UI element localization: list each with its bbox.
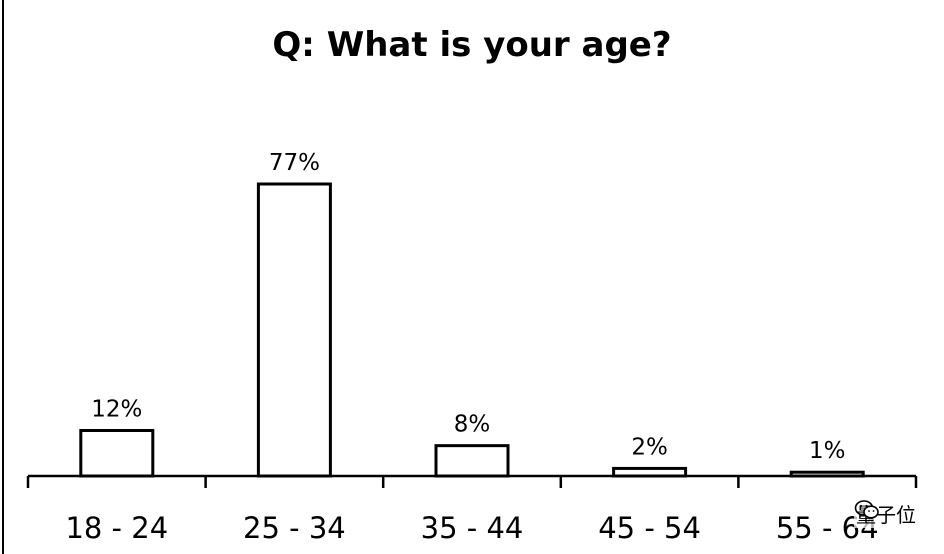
x-tick-label: 18 - 24 [65,511,168,545]
data-label: 2% [631,434,668,460]
data-label: 12% [91,396,142,422]
bars-layer: 12% 77% 8% 2% 1% [79,150,865,478]
x-tick-label: 25 - 34 [243,511,346,545]
bar-25-34 [256,182,332,478]
chart-title: Q: What is your age? [272,25,671,65]
left-border [2,0,4,554]
data-label: 8% [454,412,491,438]
data-label: 77% [269,150,320,176]
x-axis: 18 - 24 25 - 34 35 - 44 45 - 54 55 - 64 [26,474,918,545]
x-tick-label: 35 - 44 [421,511,524,545]
watermark: 量子位 [854,499,918,528]
bar-35-44 [434,444,510,478]
wechat-icon [854,500,879,519]
bar-18-24 [79,428,155,478]
x-tick-label: 45 - 54 [598,511,701,545]
data-label: 1% [809,438,846,464]
